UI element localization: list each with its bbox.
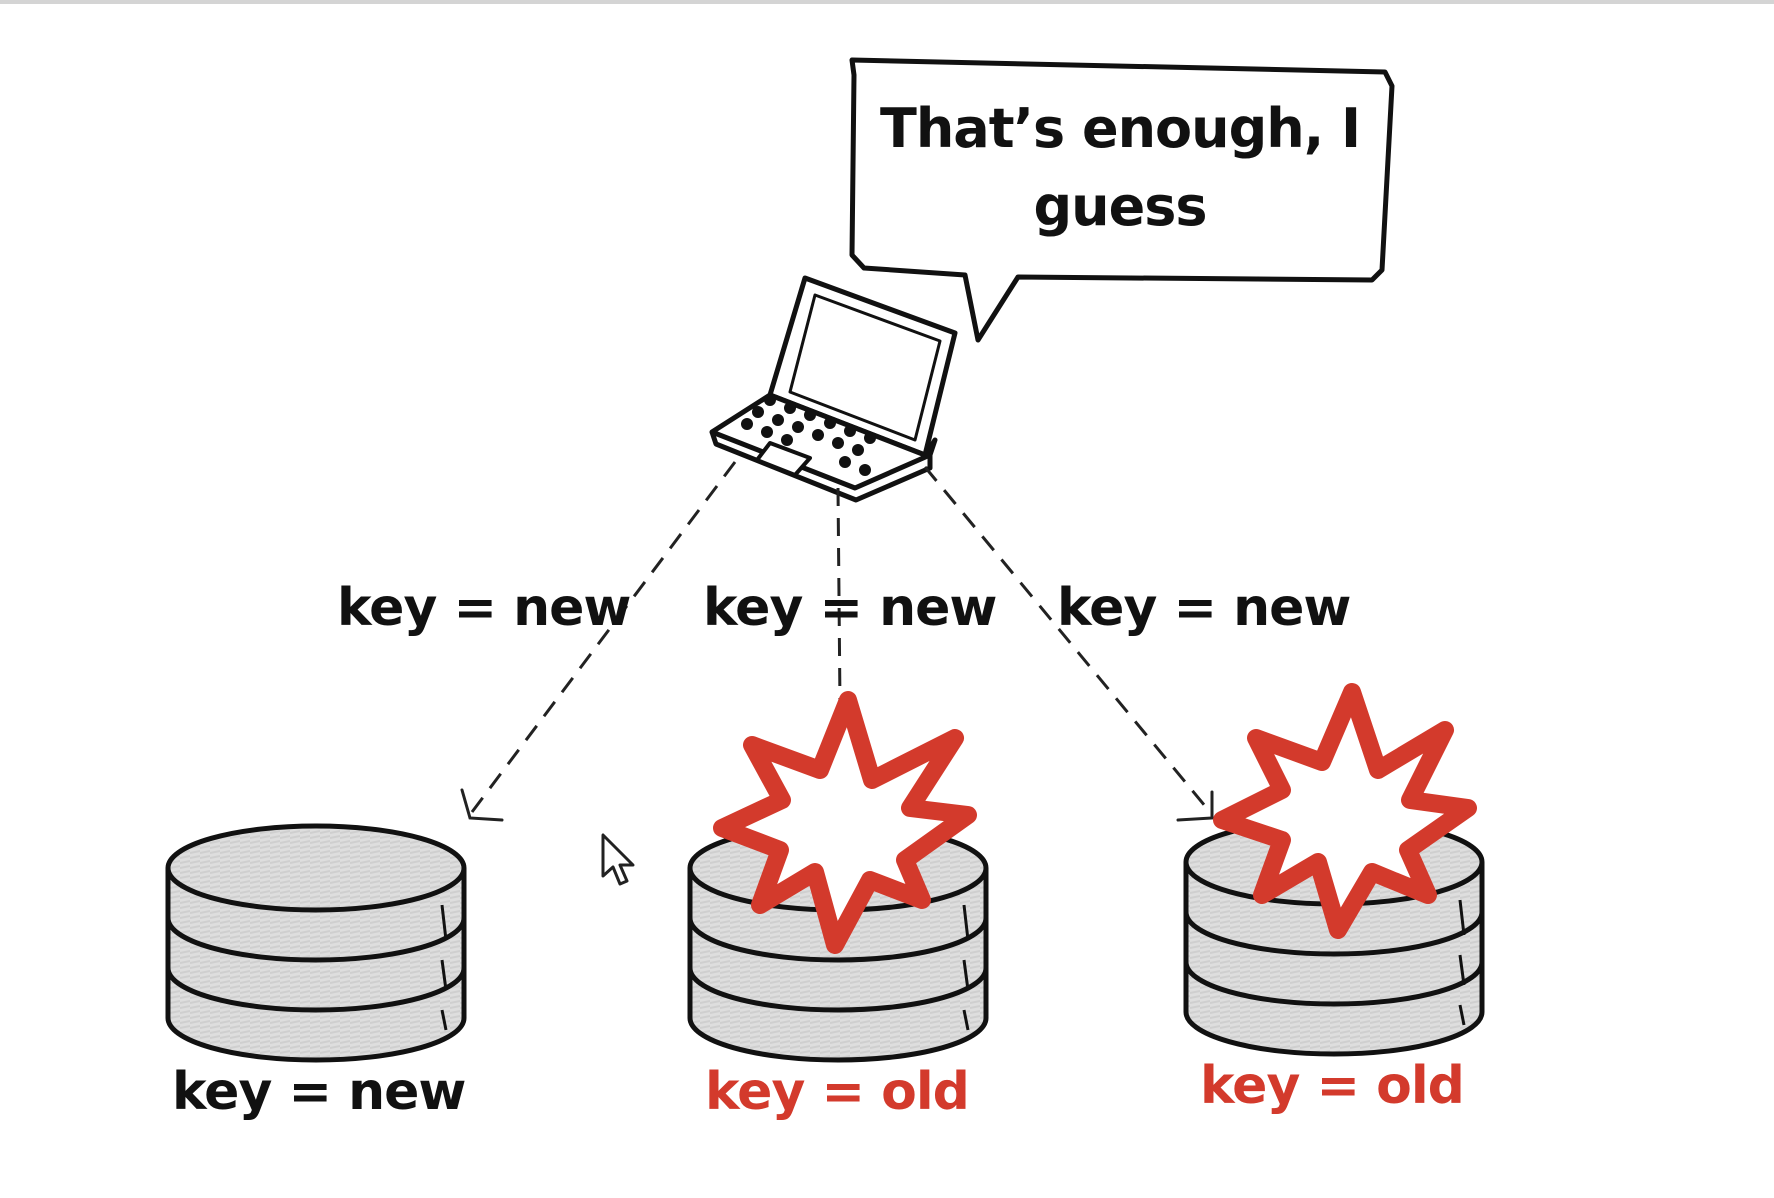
- database-1-value-label: key = new: [172, 1062, 466, 1122]
- arrowhead-db-3: [1176, 790, 1214, 822]
- arrowhead-db-1: [460, 788, 504, 822]
- explosion-icon: [713, 691, 977, 954]
- write-label-3: key = new: [1057, 578, 1351, 638]
- speech-bubble: [849, 57, 1395, 343]
- arrow-to-db-3: [923, 466, 1212, 813]
- speech-bubble-line-1: That’s enough, I: [880, 97, 1361, 160]
- mouse-cursor-icon: [601, 833, 635, 886]
- database-3-value-label: key = old: [1200, 1056, 1465, 1116]
- write-label-1: key = new: [337, 578, 631, 638]
- write-arrows: [470, 461, 1212, 813]
- speech-bubble-line-2: guess: [1033, 175, 1207, 238]
- speech-bubble-text: That’s enough, I guess: [880, 90, 1361, 246]
- explosion-icon: [1213, 683, 1477, 939]
- arrow-to-db-1: [470, 461, 737, 813]
- arrow-to-db-2: [836, 487, 842, 706]
- top-divider: [0, 0, 1774, 4]
- database-icon: [165, 823, 467, 1063]
- write-label-2: key = new: [703, 578, 997, 638]
- database-2-value-label: key = old: [705, 1062, 970, 1122]
- laptop-icon: [709, 275, 958, 503]
